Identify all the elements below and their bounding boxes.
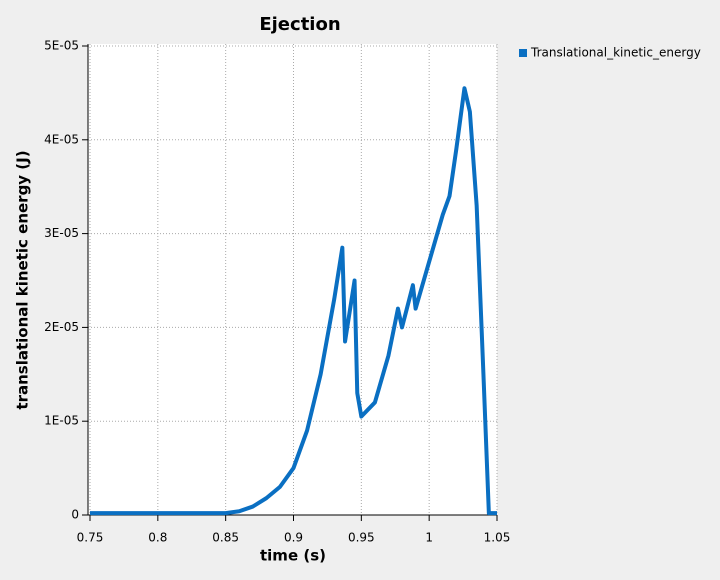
y-tick-label: 4E-05 (44, 132, 79, 146)
plot-area (88, 44, 497, 515)
y-tick-label: 1E-05 (44, 414, 79, 428)
y-tick-label: 5E-05 (44, 39, 79, 53)
x-tick-label: 0.95 (348, 531, 375, 545)
chart-title: Ejection (259, 14, 340, 35)
x-axis-label: time (s) (260, 547, 326, 565)
x-tick-label: 0.85 (212, 531, 239, 545)
y-tick-label: 2E-05 (44, 320, 79, 334)
x-tick-label: 0.8 (148, 531, 167, 545)
y-axis-label: translational kinetic energy (J) (14, 150, 32, 409)
legend-label: Translational_kinetic_energy (530, 46, 701, 60)
y-tick-label: 0 (71, 508, 79, 522)
x-tick-label: 1 (425, 531, 433, 545)
legend-marker (519, 49, 527, 57)
y-tick-label: 3E-05 (44, 226, 79, 240)
line-series (90, 86, 497, 516)
x-tick-label: 0.9 (284, 531, 303, 545)
x-tick-label: 1.05 (484, 531, 511, 545)
x-tick-label: 0.75 (77, 531, 104, 545)
